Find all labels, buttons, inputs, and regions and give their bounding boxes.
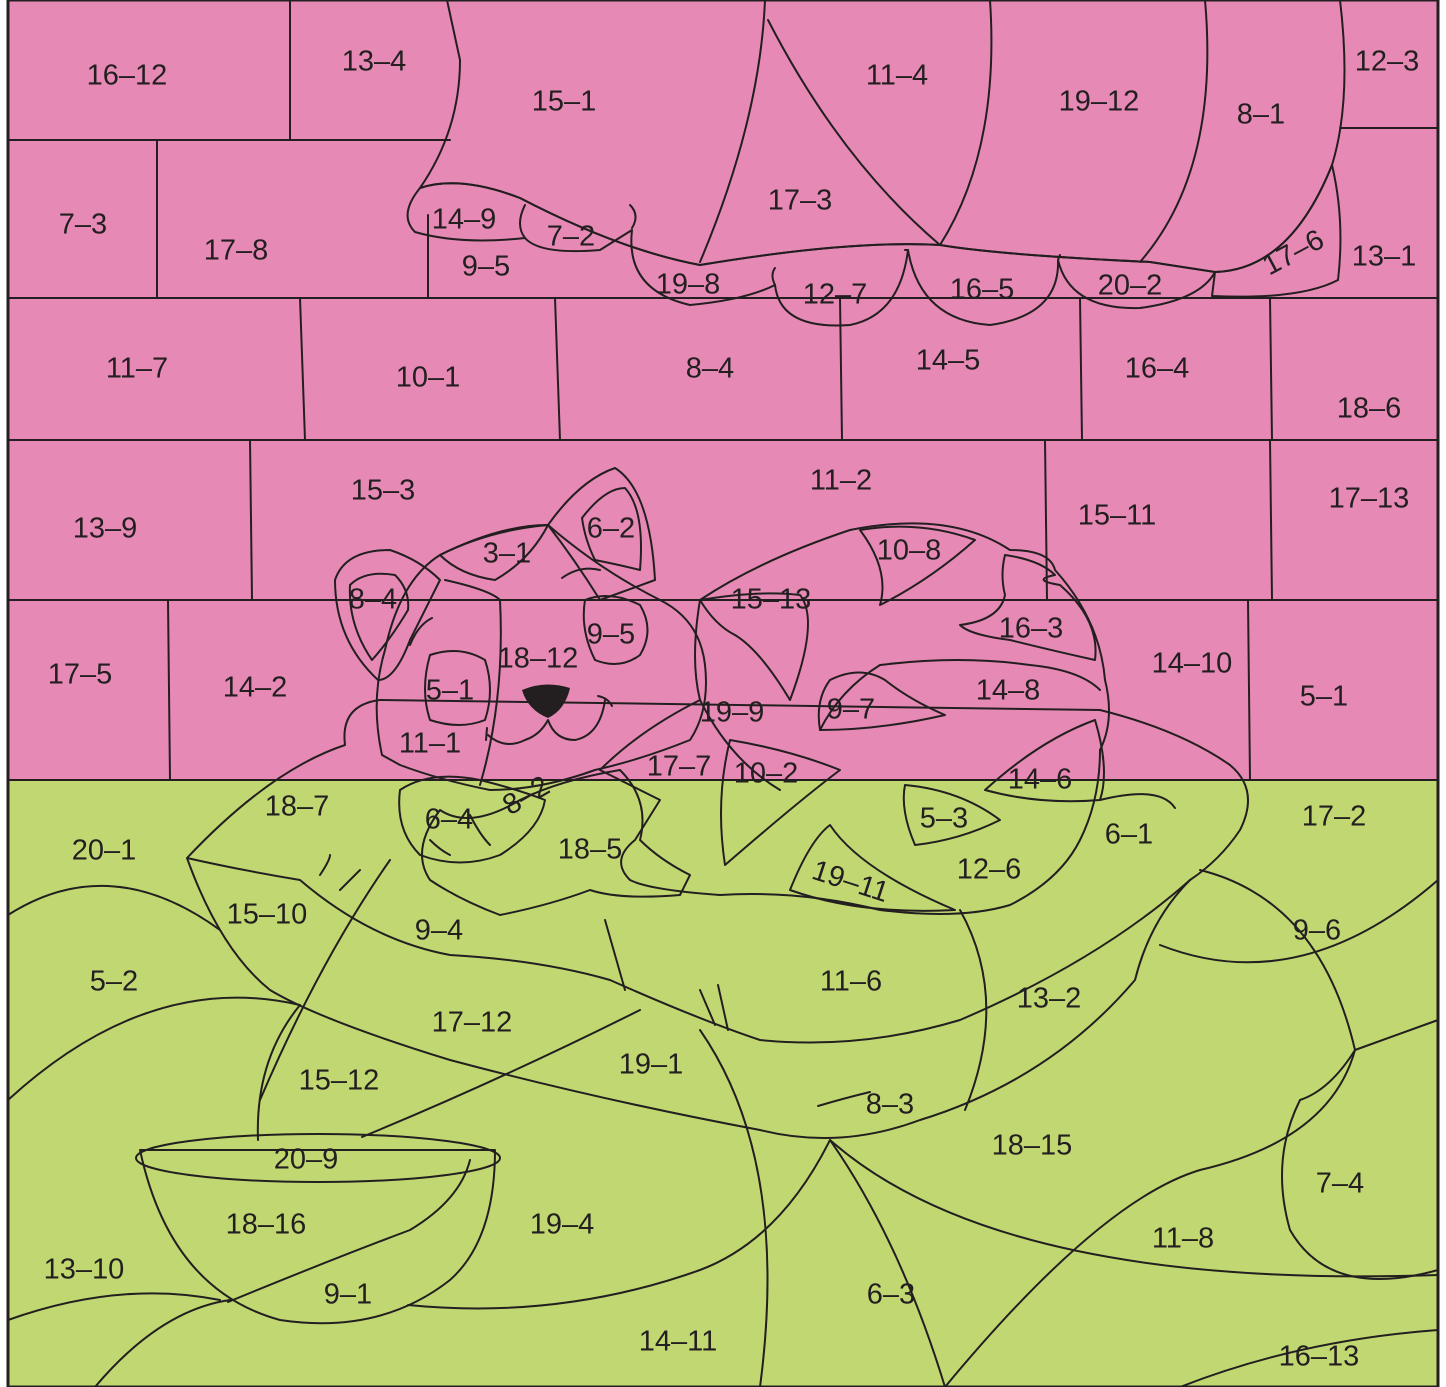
wall-brick-label[interactable]: 14–2: [223, 672, 288, 704]
cat-label[interactable]: 15–13: [731, 584, 812, 616]
curtain-trim-label[interactable]: 19–8: [656, 269, 721, 301]
wall-brick-label[interactable]: 13–1: [1352, 241, 1417, 273]
wall-brick-label[interactable]: 11–2: [810, 465, 872, 497]
floor-label[interactable]: 14–11: [639, 1326, 718, 1358]
wall-brick-label[interactable]: 7–3: [59, 209, 107, 241]
cat-label[interactable]: 11–1: [399, 728, 461, 760]
curtain-label[interactable]: 17–3: [768, 185, 833, 217]
cat-label[interactable]: 5–1: [426, 675, 474, 707]
cat-label[interactable]: 8–4: [349, 584, 397, 616]
wall-brick-label[interactable]: 16–4: [1125, 353, 1190, 385]
curtain-trim-label[interactable]: 16–5: [950, 274, 1015, 306]
curtain-label[interactable]: 8–1: [1237, 99, 1285, 131]
wall-brick-label[interactable]: 13–4: [342, 46, 407, 78]
floor-label[interactable]: 7–4: [1316, 1168, 1364, 1200]
cat-label[interactable]: 18–5: [558, 834, 623, 866]
floor-label[interactable]: 5–2: [90, 966, 138, 998]
cat-label[interactable]: 12–6: [957, 854, 1022, 886]
cat-label[interactable]: 14–6: [1008, 764, 1073, 796]
cushion-label[interactable]: 15–10: [227, 899, 308, 931]
wall-brick-label[interactable]: 10–1: [396, 362, 461, 394]
floor-label[interactable]: 15–12: [299, 1065, 380, 1097]
wall-brick-label[interactable]: 18–6: [1337, 393, 1402, 425]
floor-label[interactable]: 16–13: [1279, 1341, 1360, 1373]
bowl-label[interactable]: 9–1: [324, 1279, 372, 1311]
floor-background: [8, 780, 1438, 1387]
wall-brick-label[interactable]: 17–8: [204, 235, 269, 267]
floor-label[interactable]: 13–10: [44, 1254, 125, 1286]
cat-label[interactable]: 19–9: [700, 697, 765, 729]
cat-label[interactable]: 5–3: [920, 803, 968, 835]
cat-label[interactable]: 3–1: [483, 538, 531, 570]
cushion-label[interactable]: 8–3: [866, 1089, 914, 1121]
cushion-label[interactable]: 18–7: [265, 791, 330, 823]
cat-label[interactable]: 6–2: [587, 513, 635, 545]
wall-brick-label[interactable]: 12–3: [1355, 46, 1420, 78]
cat-label[interactable]: 10–8: [877, 535, 942, 567]
cushion-label[interactable]: 17–12: [432, 1007, 513, 1039]
wall-brick-label[interactable]: 8–4: [686, 353, 734, 385]
bowl-label[interactable]: 18–16: [226, 1209, 307, 1241]
floor-label[interactable]: 17–2: [1302, 801, 1367, 833]
cat-label[interactable]: 10–2: [734, 758, 799, 790]
cat-label[interactable]: 9–7: [827, 694, 875, 726]
bowl-label[interactable]: 20–9: [274, 1144, 339, 1176]
cat-label[interactable]: 14–8: [976, 675, 1041, 707]
wall-brick-label[interactable]: 13–9: [73, 513, 138, 545]
cat-label[interactable]: 18–12: [498, 643, 579, 675]
curtain-trim-label[interactable]: 12–7: [803, 279, 868, 311]
cushion-label[interactable]: 19–1: [619, 1049, 684, 1081]
curtain-label[interactable]: 19–12: [1059, 86, 1140, 118]
wall-brick-label[interactable]: 16–12: [87, 60, 168, 92]
wall-brick-label[interactable]: 9–5: [462, 251, 510, 283]
cushion-label[interactable]: 11–6: [820, 966, 882, 998]
wall-brick-label[interactable]: 17–13: [1329, 483, 1410, 515]
floor-label[interactable]: 19–4: [530, 1209, 595, 1241]
wall-brick-label[interactable]: 11–7: [106, 353, 168, 385]
floor: [8, 780, 1438, 1387]
wall-brick-label[interactable]: 5–1: [1300, 681, 1348, 713]
cat-label[interactable]: 6–4: [425, 804, 473, 836]
curtain-trim-label[interactable]: 7–2: [547, 221, 595, 253]
curtain-trim-label[interactable]: 20–2: [1098, 270, 1163, 302]
wall-brick-label[interactable]: 17–5: [48, 659, 113, 691]
cat-label[interactable]: 16–3: [999, 613, 1064, 645]
cat-label[interactable]: 9–5: [587, 619, 635, 651]
wall-brick-label[interactable]: 14–10: [1152, 648, 1233, 680]
floor-label[interactable]: 11–8: [1152, 1223, 1214, 1255]
curtain-trim-label[interactable]: 14–9: [432, 204, 497, 236]
cushion-label[interactable]: 6–1: [1105, 819, 1153, 851]
wall-brick-label[interactable]: 15–11: [1078, 500, 1157, 532]
wall-brick-label[interactable]: 15–3: [351, 475, 416, 507]
wall-brick-label[interactable]: 14–5: [916, 345, 981, 377]
cushion-label[interactable]: 13–2: [1017, 983, 1082, 1015]
floor-label[interactable]: 6–3: [867, 1279, 915, 1311]
floor-label[interactable]: 20–1: [72, 835, 137, 867]
floor-label[interactable]: 18–15: [992, 1130, 1073, 1162]
curtain-label[interactable]: 15–1: [532, 86, 597, 118]
cushion-label[interactable]: 9–4: [415, 915, 463, 947]
floor-label[interactable]: 9–6: [1293, 915, 1341, 947]
curtain-label[interactable]: 11–4: [866, 60, 928, 92]
cat-label[interactable]: 17–7: [647, 751, 712, 783]
